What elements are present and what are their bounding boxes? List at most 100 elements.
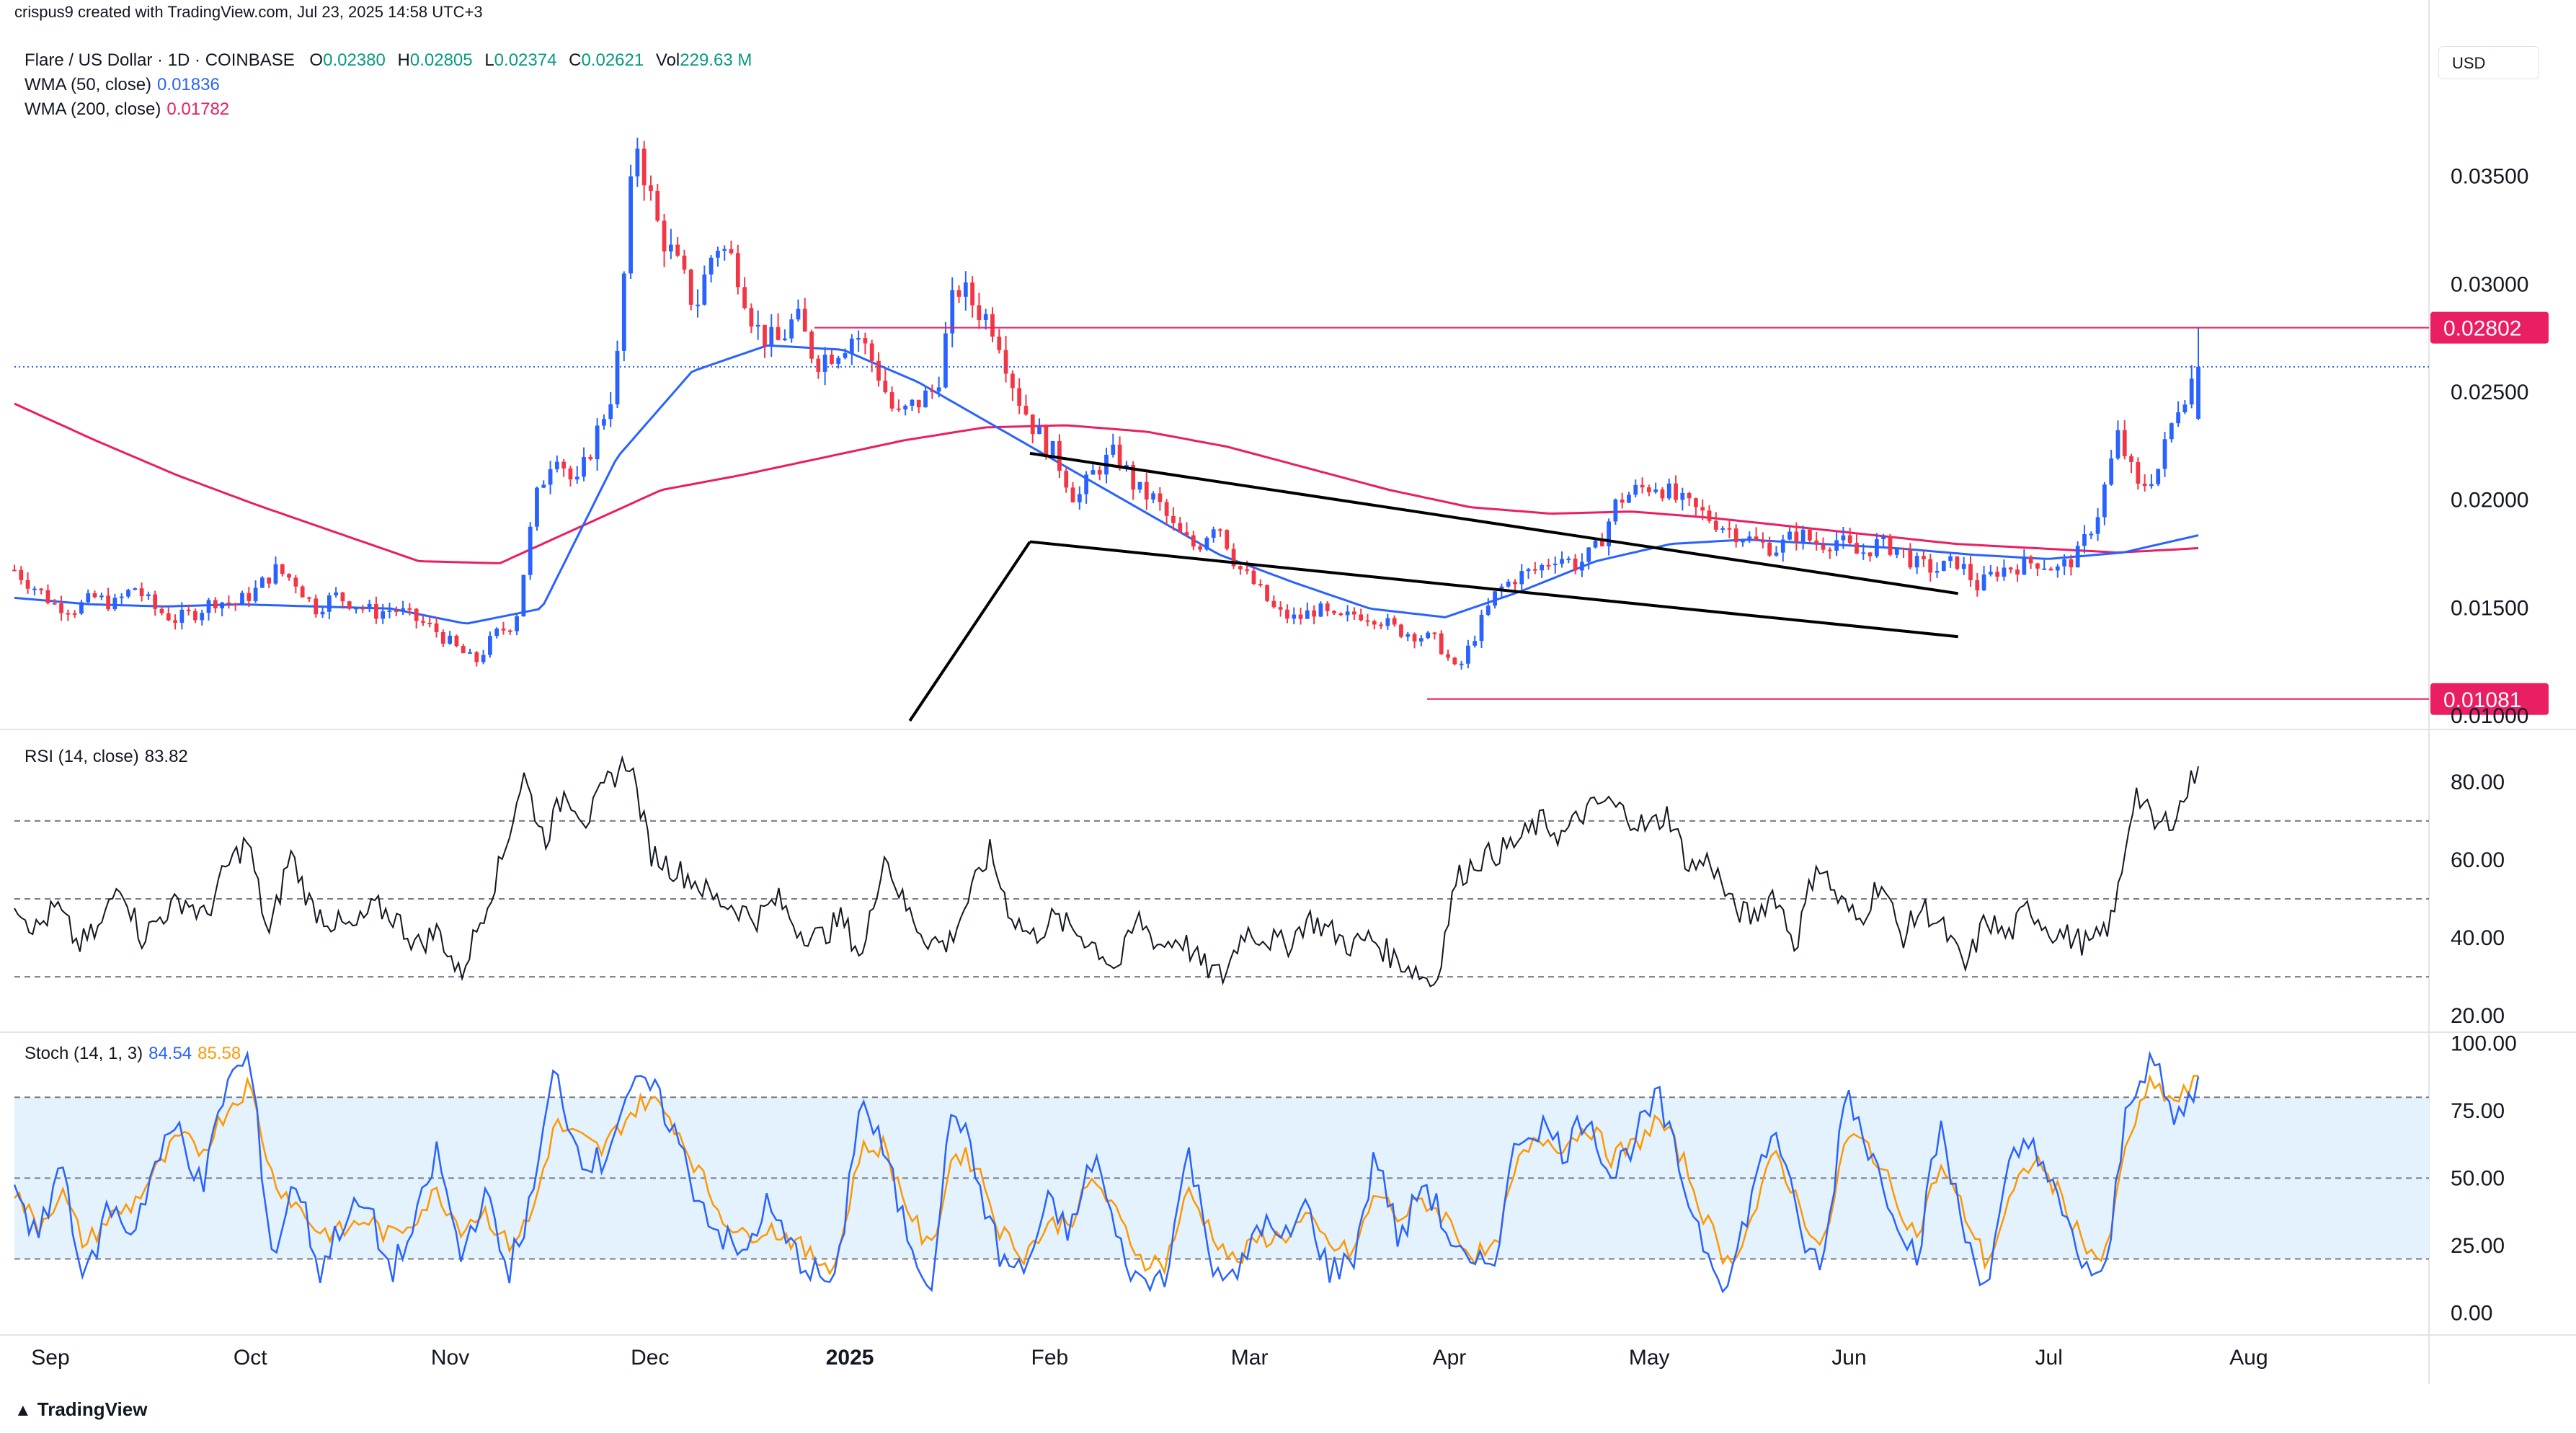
candle-up	[327, 595, 332, 612]
candle-up	[1077, 494, 1082, 502]
candle-up	[1566, 558, 1571, 560]
candle-down	[735, 253, 740, 288]
candle-up	[1981, 574, 1986, 590]
candle-up	[1894, 548, 1899, 555]
candle-up	[574, 476, 579, 480]
candle-down	[1532, 569, 1537, 571]
candle-up	[2169, 423, 2174, 440]
candle-up	[32, 588, 37, 590]
candle-up	[1426, 632, 1431, 639]
candle-up	[843, 353, 848, 358]
stoch-axis-label: 25.00	[2451, 1234, 2505, 1258]
candle-down	[454, 635, 459, 647]
candle-up	[548, 469, 553, 485]
candle-down	[287, 574, 291, 578]
stoch-legend[interactable]: Stoch (14, 1, 3) 84.54 85.58	[25, 1044, 241, 1063]
candle-up	[856, 338, 861, 340]
candle-up	[1580, 562, 1584, 571]
candle-down	[193, 611, 197, 621]
candle-down	[977, 305, 982, 320]
candle-up	[1084, 474, 1088, 494]
resistance-price-tag: 0.02802	[2443, 317, 2521, 341]
candle-down	[25, 580, 30, 589]
candle-up	[240, 593, 244, 605]
wma50-legend[interactable]: WMA (50, close) 0.01836	[25, 75, 220, 94]
candle-up	[354, 608, 358, 610]
candle-up	[515, 616, 519, 631]
candle-up	[1405, 634, 1411, 637]
candle-down	[407, 608, 412, 610]
candle-down	[1767, 542, 1772, 556]
candle-down	[461, 646, 466, 654]
candle-up	[943, 333, 948, 388]
candle-up	[260, 577, 265, 588]
candle-down	[729, 249, 734, 254]
candle-up	[1586, 547, 1591, 562]
price-axis-label: 0.03000	[2451, 272, 2528, 296]
candle-down	[427, 623, 432, 625]
candle-up	[1560, 559, 1564, 564]
candle-down	[1867, 552, 1873, 556]
candle-up	[963, 282, 968, 297]
currency-button[interactable]: USD	[2438, 46, 2539, 79]
flag-lower-line	[1029, 540, 1958, 639]
tradingview-logo[interactable]: ▲ TradingView	[14, 1398, 148, 1420]
candle-down	[106, 595, 111, 610]
candle-up	[615, 350, 620, 404]
time-axis-label: Dec	[631, 1346, 669, 1370]
candle-down	[52, 603, 57, 605]
candle-up	[1385, 618, 1390, 626]
candle-down	[588, 456, 593, 460]
candle-down	[1365, 620, 1370, 622]
candle-up	[2089, 533, 2094, 536]
candle-down	[1131, 464, 1136, 490]
candle-up	[1948, 556, 1953, 562]
flagpole-line	[908, 541, 1031, 722]
candle-down	[1888, 536, 1893, 555]
candle-down	[1694, 498, 1698, 507]
candle-up	[1151, 493, 1155, 500]
candle-down	[1599, 541, 1604, 546]
candle-up	[1111, 444, 1116, 455]
candle-down	[507, 630, 512, 632]
candle-down	[1164, 502, 1169, 516]
price-axis-label: 0.02000	[2451, 489, 2528, 513]
candle-down	[1070, 487, 1075, 502]
symbol-name[interactable]: Flare / US Dollar · 1D · COINBASE	[25, 50, 295, 70]
candle-down	[45, 590, 50, 603]
candle-down	[1117, 444, 1122, 468]
candle-down	[876, 360, 881, 381]
candle-down	[889, 392, 894, 409]
candle-up	[1633, 484, 1638, 495]
rsi-axis-label: 40.00	[2451, 926, 2505, 950]
candle-up	[401, 608, 405, 611]
candle-down	[1218, 529, 1222, 531]
candle-up	[1050, 440, 1055, 456]
candle-down	[153, 594, 158, 609]
candle-down	[1700, 507, 1705, 511]
candle-down	[1312, 610, 1317, 617]
resistance-price-tag-bg	[2430, 311, 2549, 344]
candle-up	[1666, 483, 1671, 499]
candle-down	[1023, 405, 1029, 415]
candle-up	[1914, 556, 1919, 568]
stoch-d-value: 85.58	[197, 1044, 241, 1063]
candle-up	[936, 387, 941, 392]
time-axis-label: Feb	[1031, 1346, 1069, 1370]
candle-up	[796, 309, 801, 320]
candle-down	[1995, 572, 2000, 577]
candle-up	[200, 613, 205, 621]
candle-up	[621, 273, 626, 351]
candle-down	[1325, 603, 1330, 611]
candle-down	[802, 309, 807, 332]
time-axis-label: Aug	[2229, 1346, 2268, 1370]
candle-up	[1211, 529, 1216, 538]
candle-up	[1774, 552, 1779, 556]
wma200-legend[interactable]: WMA (200, close) 0.01782	[25, 99, 230, 119]
rsi-legend[interactable]: RSI (14, close) 83.82	[25, 747, 188, 766]
candle-down	[360, 608, 365, 610]
candle-up	[755, 324, 760, 327]
candle-down	[561, 461, 567, 469]
price-axis-label: 0.01000	[2451, 704, 2528, 728]
